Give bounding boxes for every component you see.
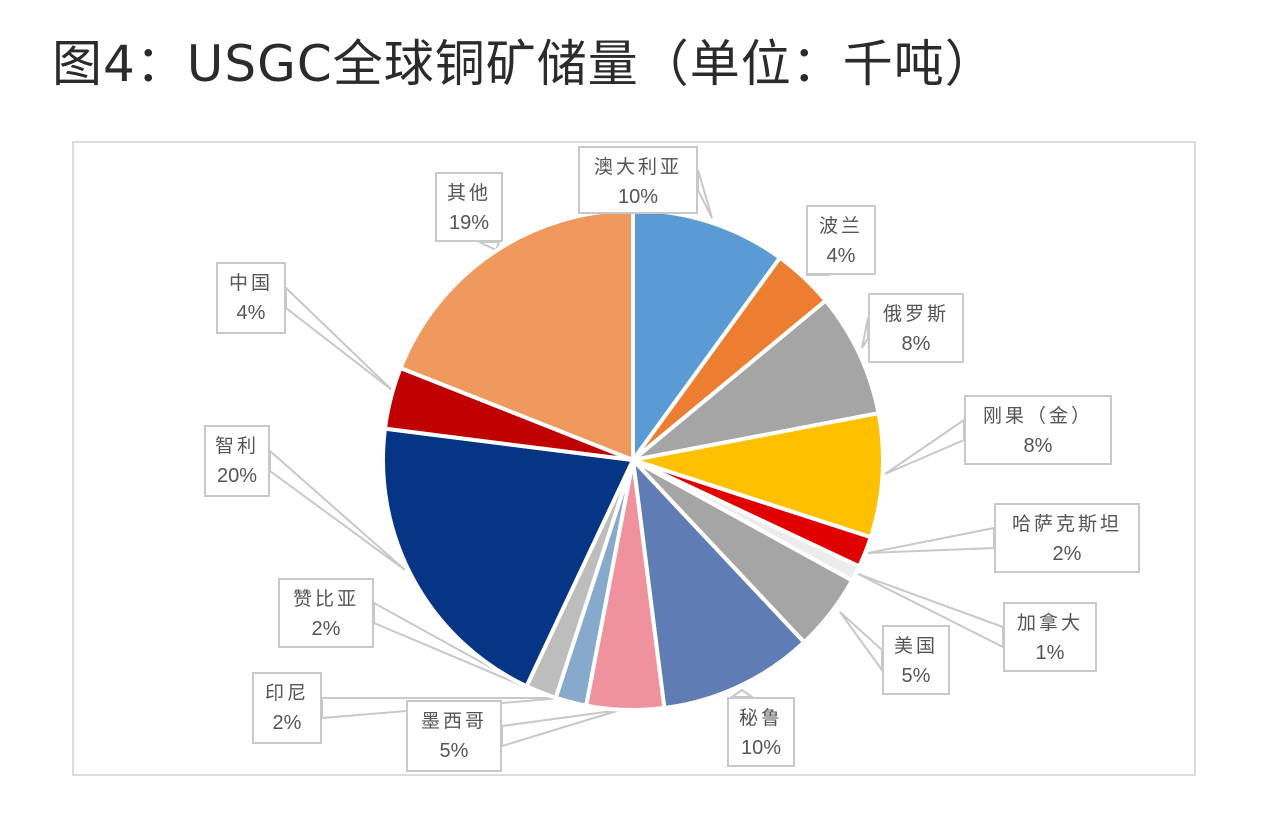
leader-line: [728, 688, 756, 698]
data-label-box: 澳大利亚 10%: [578, 146, 698, 214]
slice-label: 加拿大: [1016, 612, 1083, 634]
slice-label: 印尼: [264, 682, 309, 704]
slice-percent: 20%: [216, 465, 258, 487]
data-label-box: 刚果（金） 8%: [964, 395, 1112, 465]
slice-percent: 2%: [1052, 543, 1082, 565]
data-label-box: 其他 19%: [435, 172, 503, 242]
data-label-box: 加拿大 1%: [1003, 602, 1097, 672]
chart-title: 图4：USGC全球铜矿储量（单位：千吨）: [52, 35, 996, 93]
slice-label: 智利: [214, 435, 259, 457]
slice-label: 波兰: [818, 215, 863, 237]
data-label-box: 俄罗斯 8%: [868, 293, 964, 363]
leader-line: [697, 169, 713, 219]
slice-label: 赞比亚: [292, 588, 359, 610]
leader-line: [501, 709, 621, 748]
data-label-box: 印尼 2%: [252, 672, 322, 744]
slice-percent: 2%: [272, 712, 302, 734]
slice-label: 其他: [446, 182, 491, 204]
pie-slice: [631, 411, 885, 540]
slice-label: 墨西哥: [420, 710, 487, 732]
data-label-box: 智利 20%: [204, 425, 270, 497]
slice-percent: 19%: [448, 212, 490, 234]
slice-label: 秘鲁: [738, 707, 783, 729]
data-label-box: 波兰 4%: [806, 205, 876, 275]
data-label-box: 秘鲁 10%: [727, 697, 795, 767]
pie-slice: [631, 298, 881, 462]
data-label-box: 美国 5%: [882, 625, 950, 695]
slice-label: 中国: [228, 272, 273, 294]
leader-line: [269, 448, 406, 571]
slice-percent: 10%: [740, 737, 782, 759]
slice-percent: 8%: [901, 333, 931, 355]
slice-label: 澳大利亚: [593, 156, 682, 178]
slice-percent: 1%: [1035, 642, 1065, 664]
pie-slices: [381, 208, 885, 712]
slice-percent: 2%: [311, 618, 341, 640]
slice-percent: 5%: [901, 665, 931, 687]
leader-line: [867, 526, 995, 554]
slice-label: 哈萨克斯坦: [1011, 513, 1122, 535]
data-label-box: 哈萨克斯坦 2%: [994, 503, 1140, 573]
slice-percent: 4%: [826, 245, 856, 267]
leader-line: [478, 241, 501, 252]
data-label-box: 赞比亚 2%: [278, 578, 374, 648]
slice-percent: 5%: [439, 740, 469, 762]
data-label-box: 墨西哥 5%: [406, 700, 502, 772]
pie-slice: [631, 458, 807, 711]
leader-line: [285, 285, 393, 391]
leader-line: [839, 611, 883, 674]
slice-label: 刚果（金）: [982, 405, 1093, 427]
slice-percent: 8%: [1023, 435, 1053, 457]
data-label-box: 中国 4%: [216, 262, 286, 334]
slice-percent: 4%: [236, 302, 266, 324]
slice-label: 美国: [893, 635, 938, 657]
slice-label: 俄罗斯: [882, 303, 949, 325]
slice-percent: 10%: [617, 186, 659, 208]
pie-slice: [381, 426, 635, 689]
leader-line: [884, 418, 965, 475]
leader-line: [373, 601, 529, 689]
